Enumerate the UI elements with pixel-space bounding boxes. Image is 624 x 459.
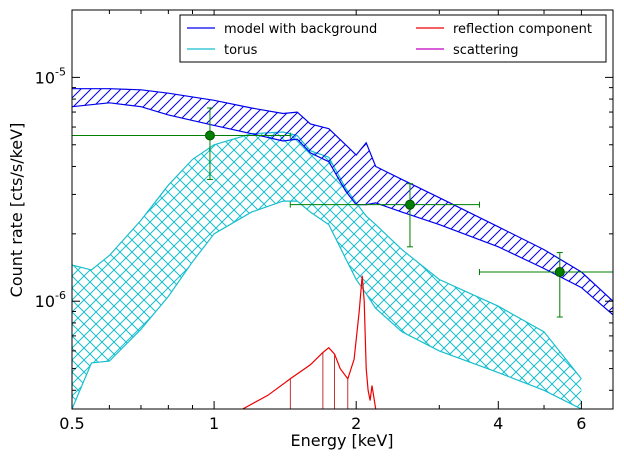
legend-label-reflection: reflection component [453,22,592,37]
y-tick-label: 10-6 [35,289,66,311]
legend-label-scattering: scattering [453,43,519,58]
point-0-marker [204,130,215,141]
torus-band-fill [72,132,582,409]
plot-frame [71,9,614,410]
y-tick-exponent: -6 [55,289,66,302]
point-1-marker [404,199,415,210]
model-lower-line [72,102,613,316]
point-2-marker [554,267,565,278]
legend: model with background torus reflection c… [179,14,607,63]
x-axis-ticks: 0.5 1 2 4 6 [59,10,586,433]
model-upper-line [72,88,613,302]
x-axis-label: Energy [keV] [290,431,393,450]
legend-box [179,14,607,63]
torus-lower-line [72,200,582,409]
y-tick-label: 10-5 [35,65,66,87]
x-tick-label: 6 [576,414,586,433]
y-axis-label: Count rate [cts/s/keV] [7,123,26,298]
x-tick-label: 4 [493,414,503,433]
reflection-line [242,275,377,409]
legend-label-model: model with background [224,22,377,37]
series-layer [72,88,613,409]
x-tick-label: 1 [209,414,219,433]
x-tick-label: 2 [351,414,361,433]
y-tick-exponent: -5 [55,65,66,78]
x-tick-label: 0.5 [59,414,84,433]
legend-label-torus: torus [224,43,258,58]
data-points-layer [72,107,613,318]
